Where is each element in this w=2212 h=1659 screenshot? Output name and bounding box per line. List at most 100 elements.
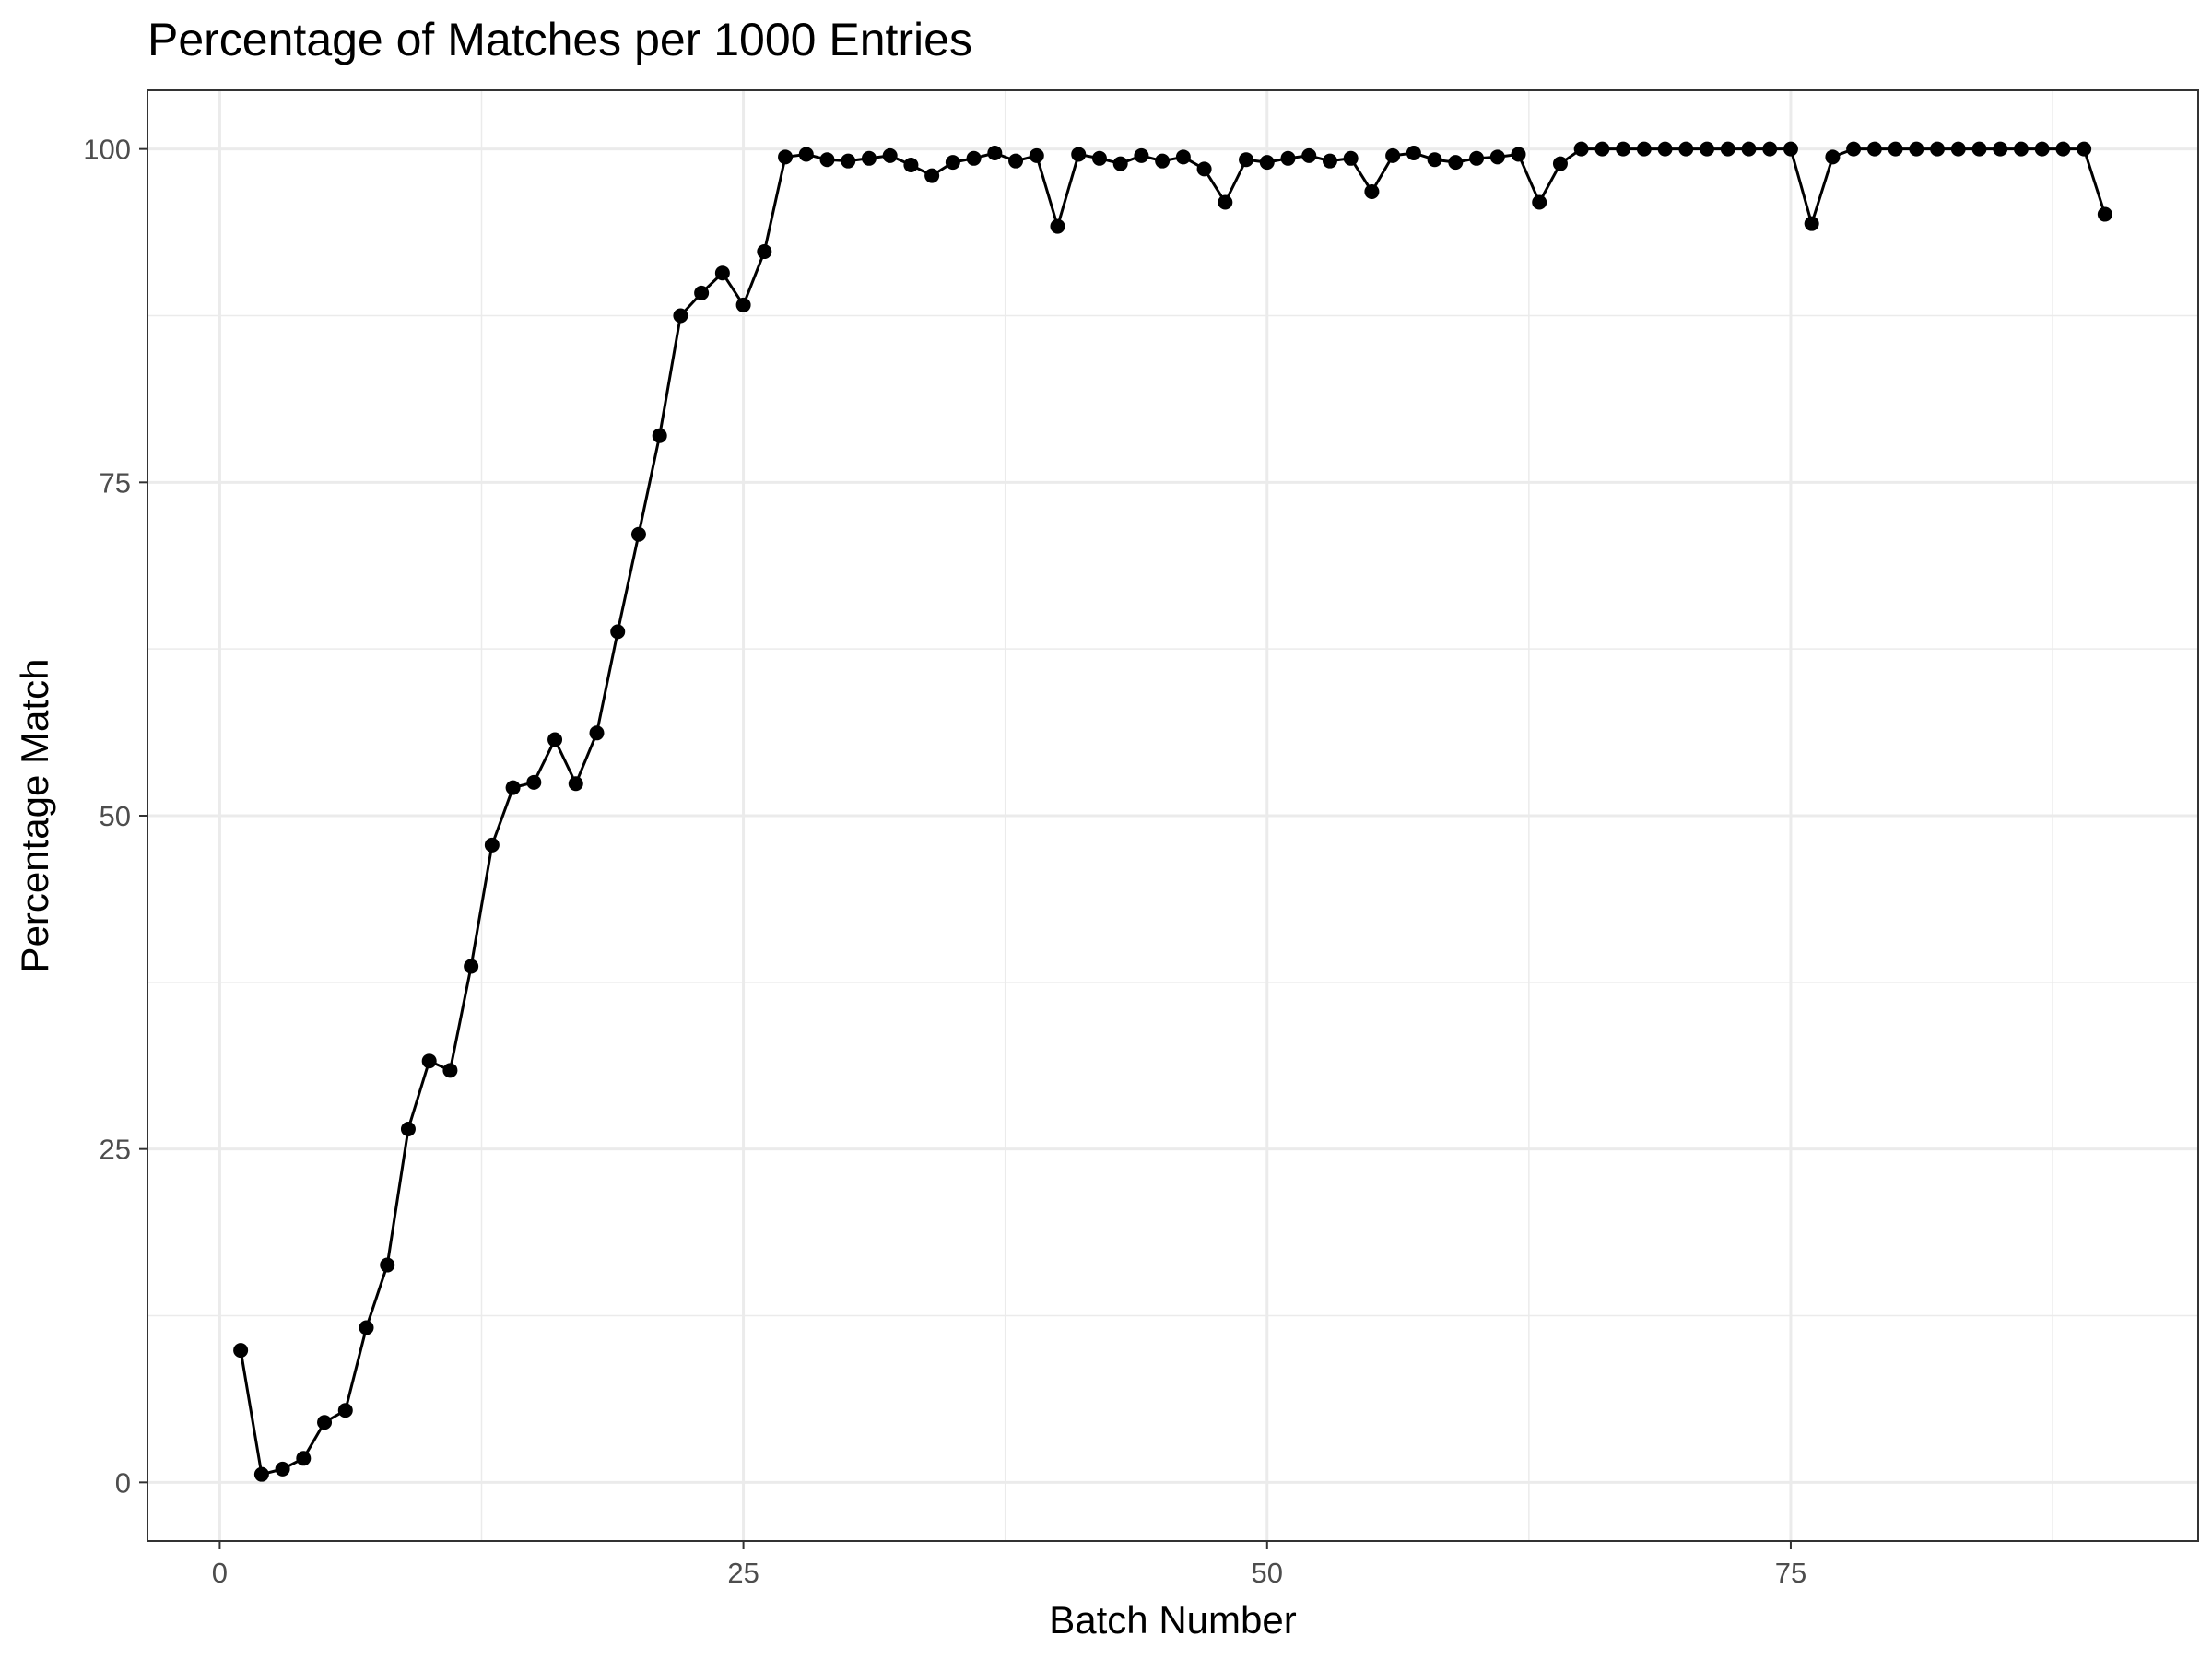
data-point [464, 959, 479, 974]
data-point [757, 244, 772, 260]
data-point [568, 776, 583, 792]
data-point [924, 168, 940, 183]
data-point [1804, 216, 1819, 231]
data-point [547, 732, 563, 747]
data-point [2097, 206, 2112, 222]
data-point [945, 155, 960, 171]
x-tick-label: 75 [1775, 1557, 1806, 1589]
data-point [1783, 141, 1798, 157]
data-point [1489, 149, 1505, 165]
series-line [239, 147, 2107, 1477]
data-point [1091, 150, 1107, 166]
data-point [1552, 156, 1568, 171]
x-tick-label: 50 [1252, 1557, 1283, 1589]
x-tick-label: 25 [727, 1557, 759, 1589]
axis-layer: 0 25 50 75 0 25 50 75 100 [83, 134, 1806, 1589]
data-point [1657, 141, 1673, 157]
y-tick-label: 25 [100, 1134, 131, 1166]
data-point [1616, 141, 1631, 157]
data-point [2055, 141, 2071, 157]
data-point [1155, 153, 1171, 169]
data-point [484, 837, 500, 853]
data-point [296, 1451, 312, 1466]
data-point [1029, 147, 1044, 163]
data-point [1846, 141, 1862, 157]
data-point [1385, 147, 1401, 163]
data-point [1825, 149, 1841, 165]
data-point [1993, 141, 2008, 157]
data-point [2034, 141, 2050, 157]
data-point [1909, 141, 1924, 157]
data-point [1720, 141, 1735, 157]
data-point [714, 265, 730, 281]
data-point [275, 1461, 290, 1477]
data-point [1971, 141, 1987, 157]
data-point [778, 149, 794, 165]
data-point [1427, 152, 1442, 168]
data-point [903, 158, 919, 173]
data-point [233, 1343, 249, 1359]
data-point [1888, 141, 1903, 157]
data-point [1511, 147, 1526, 162]
data-point [337, 1403, 353, 1418]
x-tick-label: 0 [212, 1557, 228, 1589]
data-point [694, 285, 710, 300]
data-point [1301, 147, 1317, 163]
data-point [1008, 153, 1024, 169]
data-point [359, 1320, 374, 1335]
data-point [1594, 141, 1610, 157]
data-point [1532, 194, 1547, 210]
data-point [652, 428, 667, 443]
data-point [317, 1415, 333, 1430]
data-point [2013, 141, 2029, 157]
data-point [861, 150, 877, 166]
data-point [505, 780, 521, 795]
data-point [526, 774, 542, 790]
y-tick-label: 100 [83, 134, 131, 166]
data-point [2077, 141, 2092, 157]
data-point [673, 308, 688, 324]
chart-title: Percentage of Matches per 1000 Entries [147, 14, 972, 65]
data-point [589, 725, 605, 741]
data-point [966, 150, 982, 166]
data-point [735, 297, 751, 312]
data-point [1112, 156, 1128, 171]
data-point [1700, 141, 1715, 157]
data-point [1406, 145, 1421, 160]
y-tick-label: 0 [115, 1466, 131, 1499]
data-point [630, 526, 646, 542]
data-point [882, 147, 898, 163]
data-point [1762, 141, 1778, 157]
data-point [1322, 153, 1337, 169]
data-point [1218, 194, 1233, 210]
data-point [987, 145, 1003, 160]
data-point [1239, 152, 1254, 168]
data-point [421, 1053, 437, 1069]
data-point [1134, 147, 1149, 163]
data-point [1259, 155, 1275, 171]
data-point [1930, 141, 1946, 157]
y-tick-label: 75 [100, 466, 131, 499]
x-axis-title: Batch Number [1049, 1598, 1296, 1641]
data-point [1950, 141, 1966, 157]
data-point [798, 147, 814, 162]
y-tick-label: 50 [100, 800, 131, 832]
data-point [1469, 150, 1485, 166]
data-point [400, 1121, 416, 1136]
data-point [1280, 150, 1296, 166]
data-point [1866, 141, 1882, 157]
data-point [1364, 183, 1380, 199]
data-point [1448, 155, 1464, 171]
data-point [1678, 141, 1694, 157]
data-point [442, 1063, 458, 1078]
data-point [610, 624, 626, 640]
data-point [253, 1466, 269, 1482]
data-point [841, 153, 856, 169]
series-layer [233, 141, 2112, 1482]
data-point [819, 152, 835, 168]
data-point [1636, 141, 1652, 157]
data-point [380, 1257, 395, 1273]
